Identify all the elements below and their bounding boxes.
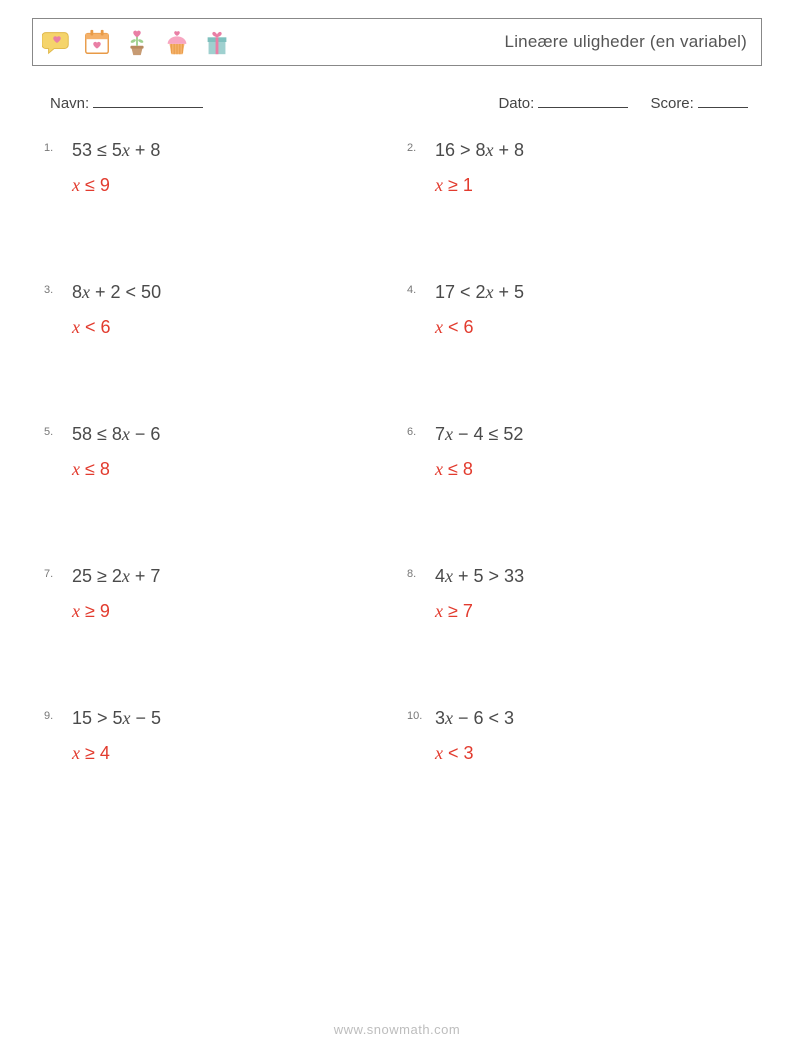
header-box: Lineære uligheder (en variabel): [32, 18, 762, 66]
problem-10: 10. 3x − 6 < 3 x < 3: [407, 708, 750, 764]
meta-right: Dato: Score:: [498, 92, 748, 112]
problem-number: 6.: [407, 426, 416, 438]
problem-expression: 16 > 8x + 8: [435, 140, 750, 161]
score-field: Score:: [650, 92, 748, 112]
problem-answer: x ≤ 8: [72, 459, 387, 480]
problems-grid: 1. 53 ≤ 5x + 8 x ≤ 9 2. 16 > 8x + 8 x ≥ 1 3. 8x…: [44, 140, 750, 764]
problem-number: 2.: [407, 142, 416, 154]
problem-answer: x ≥ 1: [435, 175, 750, 196]
problem-expression: 58 ≤ 8x − 6: [72, 424, 387, 445]
worksheet-page: Lineære uligheder (en variabel) Navn: Da…: [0, 0, 794, 1053]
problem-8: 8. 4x + 5 > 33 x ≥ 7: [407, 566, 750, 622]
problem-3: 3. 8x + 2 < 50 x < 6: [44, 282, 387, 338]
date-field: Dato:: [498, 92, 628, 112]
problem-number: 9.: [44, 710, 53, 722]
worksheet-title: Lineære uligheder (en variabel): [505, 32, 747, 52]
problem-answer: x < 6: [72, 317, 387, 338]
problem-expression: 7x − 4 ≤ 52: [435, 424, 750, 445]
problem-expression: 8x + 2 < 50: [72, 282, 387, 303]
problem-answer: x ≥ 4: [72, 743, 387, 764]
problem-7: 7. 25 ≥ 2x + 7 x ≥ 9: [44, 566, 387, 622]
problem-number: 5.: [44, 426, 53, 438]
problem-9: 9. 15 > 5x − 5 x ≥ 4: [44, 708, 387, 764]
problem-4: 4. 17 < 2x + 5 x < 6: [407, 282, 750, 338]
problem-2: 2. 16 > 8x + 8 x ≥ 1: [407, 140, 750, 196]
problem-number: 3.: [44, 284, 53, 296]
score-blank: [698, 92, 748, 108]
speech-heart-icon: [41, 26, 73, 58]
problem-6: 6. 7x − 4 ≤ 52 x ≤ 8: [407, 424, 750, 480]
cupcake-heart-icon: [161, 26, 193, 58]
problem-expression: 17 < 2x + 5: [435, 282, 750, 303]
problem-expression: 3x − 6 < 3: [435, 708, 750, 729]
calendar-heart-icon: [81, 26, 113, 58]
giftbox-heart-icon: [201, 26, 233, 58]
problem-expression: 25 ≥ 2x + 7: [72, 566, 387, 587]
problem-answer: x ≤ 8: [435, 459, 750, 480]
problem-number: 10.: [407, 710, 422, 722]
header-icons-row: [41, 26, 233, 58]
problem-expression: 4x + 5 > 33: [435, 566, 750, 587]
problem-answer: x ≥ 9: [72, 601, 387, 622]
meta-row: Navn: Dato: Score:: [50, 92, 748, 112]
date-blank: [538, 92, 628, 108]
problem-number: 7.: [44, 568, 53, 580]
footer-link: www.snowmath.com: [0, 1022, 794, 1037]
problem-answer: x ≤ 9: [72, 175, 387, 196]
problem-expression: 53 ≤ 5x + 8: [72, 140, 387, 161]
problem-expression: 15 > 5x − 5: [72, 708, 387, 729]
problem-number: 1.: [44, 142, 53, 154]
problem-number: 4.: [407, 284, 416, 296]
problem-answer: x < 6: [435, 317, 750, 338]
name-label: Navn:: [50, 95, 89, 112]
problem-answer: x ≥ 7: [435, 601, 750, 622]
problem-5: 5. 58 ≤ 8x − 6 x ≤ 8: [44, 424, 387, 480]
problem-1: 1. 53 ≤ 5x + 8 x ≤ 9: [44, 140, 387, 196]
date-label: Dato:: [498, 95, 534, 112]
flowerpot-heart-icon: [121, 26, 153, 58]
problem-number: 8.: [407, 568, 416, 580]
score-label: Score:: [650, 95, 693, 112]
name-field: Navn:: [50, 92, 203, 112]
name-blank: [93, 92, 203, 108]
problem-answer: x < 3: [435, 743, 750, 764]
